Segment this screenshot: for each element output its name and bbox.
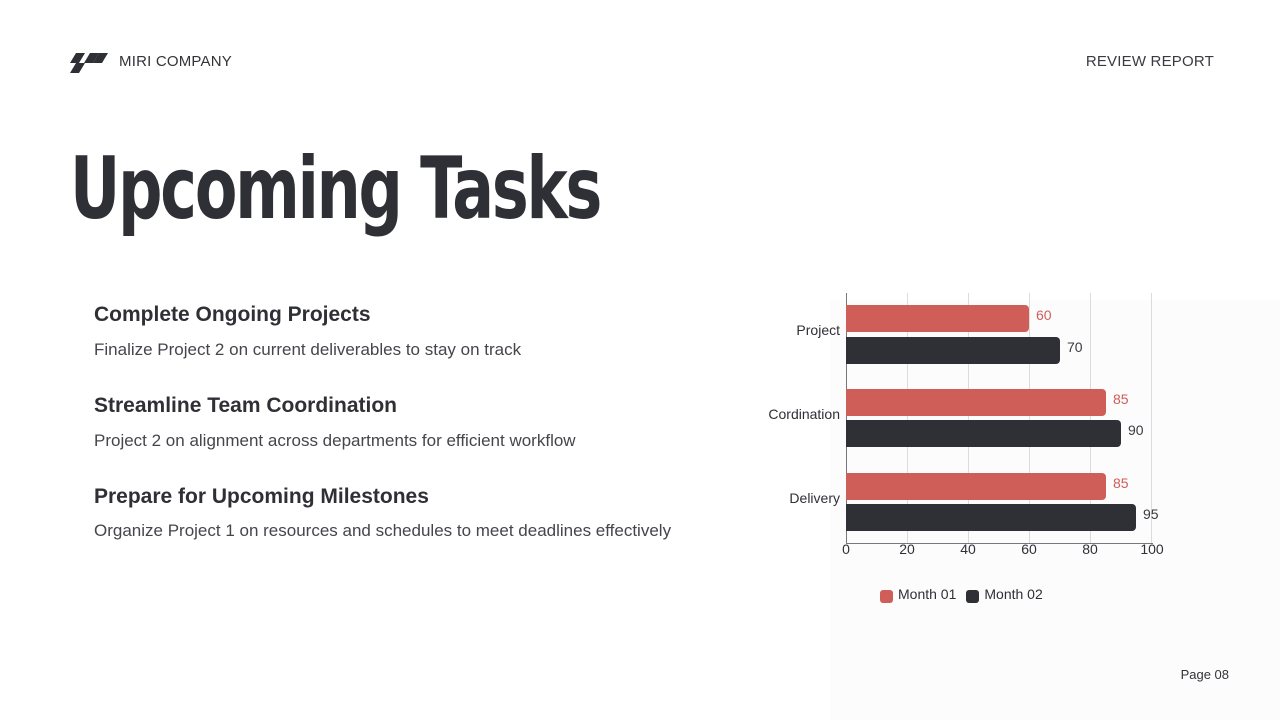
gridline [968, 293, 969, 543]
legend-label: Month 02 [984, 586, 1043, 602]
x-axis [846, 543, 1153, 544]
legend-swatch-icon [966, 590, 980, 603]
task-item: Streamline Team Coordination Project 2 o… [94, 394, 576, 451]
x-tick: 60 [1021, 541, 1037, 557]
legend-swatch-icon [880, 590, 893, 603]
chart-legend: Month 01 Month 02 [880, 585, 1047, 603]
x-tick: 20 [899, 541, 915, 557]
category-label: Project [796, 322, 840, 338]
legend-item-month01: Month 01 [880, 585, 956, 603]
page-number: Page 08 [1180, 667, 1229, 682]
x-tick: 80 [1082, 541, 1098, 557]
value-label: 60 [1036, 307, 1052, 323]
value-label: 85 [1113, 475, 1129, 491]
bar-coordination-month02 [846, 420, 1121, 447]
bar-project-month01 [846, 305, 1029, 332]
page-title: Upcoming Tasks [70, 139, 602, 239]
company-name: MIRI COMPANY [119, 53, 232, 70]
bar-delivery-month02 [846, 504, 1136, 531]
task-description: Project 2 on alignment across department… [94, 431, 576, 450]
company-logo-icon [70, 53, 108, 73]
value-label: 70 [1067, 339, 1083, 355]
task-heading: Streamline Team Coordination [94, 394, 397, 417]
report-label: REVIEW REPORT [1085, 53, 1214, 70]
task-item: Prepare for Upcoming Milestones Organize… [94, 485, 671, 541]
category-label: Delivery [789, 490, 840, 506]
task-heading: Prepare for Upcoming Milestones [94, 485, 429, 508]
bar-project-month02 [846, 337, 1060, 364]
task-description: Finalize Project 2 on current deliverabl… [94, 340, 522, 359]
x-tick: 100 [1140, 541, 1164, 557]
legend-label: Month 01 [898, 586, 957, 602]
task-item: Complete Ongoing Projects Finalize Proje… [94, 303, 521, 360]
category-label: Cordination [768, 406, 840, 422]
gridline [1090, 293, 1091, 543]
x-tick: 0 [842, 541, 850, 557]
value-label: 95 [1143, 506, 1159, 522]
value-label: 85 [1113, 391, 1129, 407]
gridline [1151, 293, 1152, 543]
legend-item-month02: Month 02 [966, 585, 1043, 603]
task-heading: Complete Ongoing Projects [94, 303, 371, 326]
value-label: 90 [1128, 422, 1144, 438]
y-axis [846, 293, 847, 544]
task-description: Organize Project 1 on resources and sche… [94, 521, 672, 540]
x-tick: 40 [960, 541, 976, 557]
bar-coordination-month01 [846, 389, 1106, 416]
bar-delivery-month01 [846, 473, 1106, 500]
gridline [907, 293, 908, 543]
gridline [1029, 293, 1030, 543]
